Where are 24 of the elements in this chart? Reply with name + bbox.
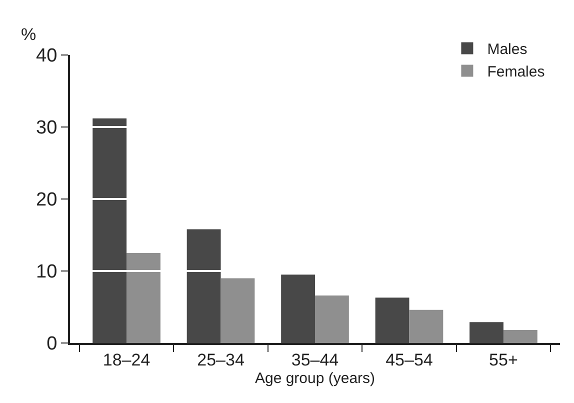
x-tick-label: 25–34 — [197, 350, 244, 370]
y-tick-label: 0 — [46, 334, 58, 355]
y-axis-title: % — [21, 25, 36, 44]
bar — [92, 118, 127, 343]
y-tick-label: 10 — [36, 262, 58, 283]
bar — [186, 229, 221, 343]
bar — [281, 274, 315, 343]
x-tick-label: 55+ — [489, 350, 518, 370]
bar — [409, 310, 444, 343]
legend-label: Females — [487, 64, 545, 81]
bar — [470, 322, 504, 343]
x-tick-label: 18–24 — [102, 350, 150, 370]
y-tick-label: 20 — [36, 190, 58, 211]
x-tick-label: 35–44 — [291, 350, 339, 370]
bar — [503, 330, 538, 343]
legend-label: Males — [487, 41, 528, 58]
x-axis-title: Age group (years) — [254, 370, 376, 387]
bar — [315, 295, 349, 343]
bar — [126, 253, 160, 343]
y-tick-label: 30 — [36, 118, 58, 139]
y-tick-label: 40 — [36, 46, 58, 67]
bar — [220, 278, 255, 343]
bar — [375, 298, 410, 343]
x-tick-label: 45–54 — [386, 350, 433, 370]
